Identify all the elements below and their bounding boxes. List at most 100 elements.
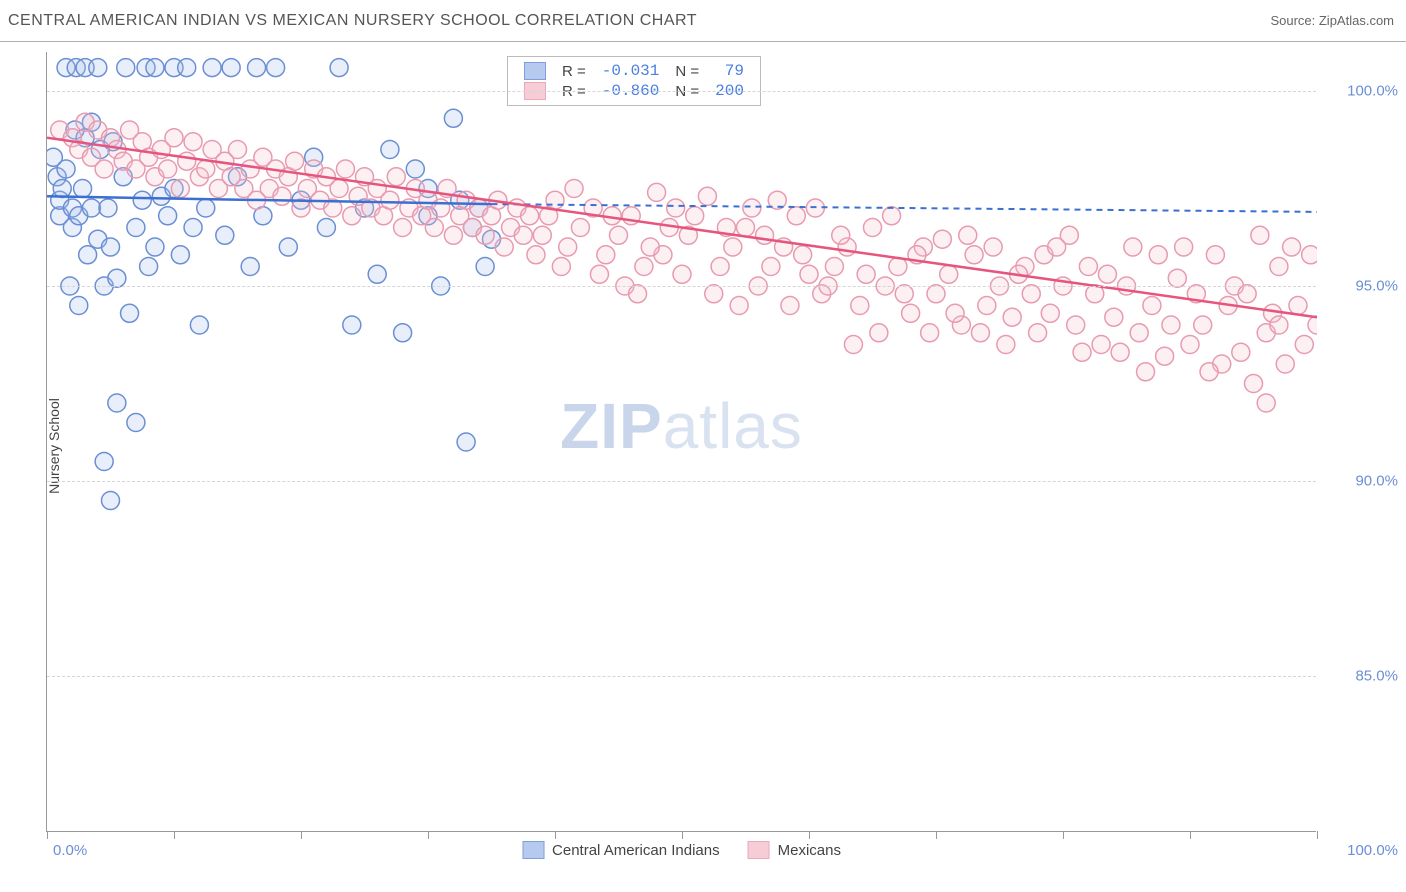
data-point <box>368 265 386 283</box>
data-point <box>889 258 907 276</box>
data-point <box>74 180 92 198</box>
y-tick-label: 95.0% <box>1322 278 1398 295</box>
data-point <box>184 133 202 151</box>
data-point <box>495 238 513 256</box>
data-point <box>216 226 234 244</box>
data-point <box>457 433 475 451</box>
stats-row-series1: R = -0.031 N = 79 <box>516 61 752 81</box>
data-point <box>102 492 120 510</box>
data-point <box>800 265 818 283</box>
data-point <box>978 297 996 315</box>
data-point <box>273 187 291 205</box>
data-point <box>521 207 539 225</box>
data-point <box>762 258 780 276</box>
data-point <box>711 258 729 276</box>
data-point <box>546 191 564 209</box>
data-point <box>864 219 882 237</box>
x-tick-label: 0.0% <box>53 842 87 859</box>
data-point <box>895 285 913 303</box>
data-point <box>1295 336 1313 354</box>
data-point <box>857 265 875 283</box>
data-point <box>117 59 135 77</box>
data-point <box>552 258 570 276</box>
data-point <box>1308 316 1317 334</box>
data-point <box>95 160 113 178</box>
data-point <box>1302 246 1317 264</box>
data-point <box>1073 343 1091 361</box>
source-attribution: Source: ZipAtlas.com <box>1270 13 1394 28</box>
data-point <box>99 199 117 217</box>
data-point <box>121 304 139 322</box>
r-value-series1: -0.031 <box>594 61 668 81</box>
plot-area: ZIPatlas R = -0.031 N = 79 R = -0.860 N … <box>46 52 1316 832</box>
data-point <box>1079 258 1097 276</box>
data-point <box>844 336 862 354</box>
data-point <box>1022 285 1040 303</box>
data-point <box>794 246 812 264</box>
data-point <box>1124 238 1142 256</box>
data-point <box>394 324 412 342</box>
header-bar: CENTRAL AMERICAN INDIAN VS MEXICAN NURSE… <box>0 0 1406 42</box>
data-point <box>330 180 348 198</box>
data-point <box>1289 297 1307 315</box>
data-point <box>178 152 196 170</box>
data-point <box>197 199 215 217</box>
n-value-series1: 79 <box>707 61 752 81</box>
data-point <box>870 324 888 342</box>
data-point <box>1206 246 1224 264</box>
data-point <box>673 265 691 283</box>
data-point <box>336 160 354 178</box>
data-point <box>82 199 100 217</box>
data-point <box>317 219 335 237</box>
data-point <box>787 207 805 225</box>
data-point <box>241 258 259 276</box>
data-point <box>394 219 412 237</box>
data-point <box>159 160 177 178</box>
data-point <box>921 324 939 342</box>
data-point <box>1168 269 1186 287</box>
data-point <box>1041 304 1059 322</box>
data-point <box>1245 375 1263 393</box>
data-point <box>851 297 869 315</box>
data-point <box>133 191 151 209</box>
data-point <box>641 238 659 256</box>
data-point <box>1181 336 1199 354</box>
data-point <box>514 226 532 244</box>
y-tick-label: 85.0% <box>1322 668 1398 685</box>
data-point <box>146 238 164 256</box>
data-point <box>590 265 608 283</box>
data-point <box>927 285 945 303</box>
chart-container: CENTRAL AMERICAN INDIAN VS MEXICAN NURSE… <box>0 0 1406 892</box>
legend-label-series1: Central American Indians <box>552 842 720 859</box>
data-point <box>1175 238 1193 256</box>
data-point <box>1156 347 1174 365</box>
n-label: N = <box>667 61 707 81</box>
data-point <box>648 183 666 201</box>
data-point <box>286 152 304 170</box>
data-point <box>737 219 755 237</box>
data-point <box>171 180 189 198</box>
data-point <box>95 453 113 471</box>
data-point <box>127 414 145 432</box>
data-point <box>965 246 983 264</box>
data-point <box>178 59 196 77</box>
data-point <box>533 226 551 244</box>
data-point <box>267 59 285 77</box>
data-point <box>1283 238 1301 256</box>
data-point <box>730 297 748 315</box>
data-point <box>610 226 628 244</box>
data-point <box>1092 336 1110 354</box>
data-point <box>381 191 399 209</box>
data-point <box>387 168 405 186</box>
legend-bottom: Central American Indians Mexicans <box>522 841 841 859</box>
data-point <box>184 219 202 237</box>
y-tick-label: 90.0% <box>1322 473 1398 490</box>
data-point <box>1162 316 1180 334</box>
data-point <box>102 238 120 256</box>
data-point <box>527 246 545 264</box>
swatch-series1 <box>524 62 546 80</box>
data-point <box>165 129 183 147</box>
data-point <box>197 160 215 178</box>
data-point <box>381 141 399 159</box>
data-point <box>559 238 577 256</box>
